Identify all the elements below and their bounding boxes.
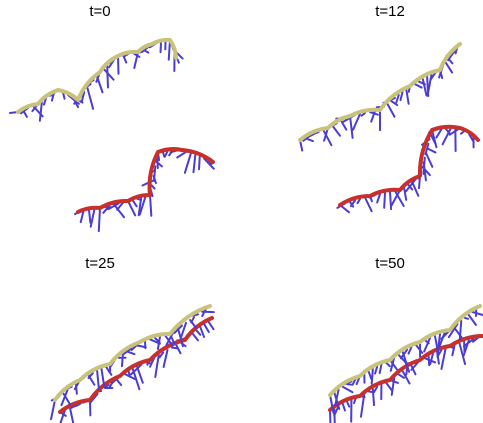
- base-stick: [87, 88, 93, 109]
- base-stick: [122, 355, 123, 367]
- base-stick: [157, 157, 158, 168]
- base-stick: [386, 382, 392, 390]
- base-stick: [70, 408, 73, 423]
- base-stick: [357, 199, 360, 203]
- base-stick: [155, 355, 158, 377]
- base-stick: [423, 158, 424, 174]
- base-stick: [406, 369, 407, 375]
- base-stick: [430, 354, 433, 364]
- base-stick: [414, 84, 421, 88]
- base-stick: [51, 400, 55, 419]
- panel-title: t=50: [375, 255, 405, 272]
- backbone: [340, 127, 478, 205]
- base-stick: [369, 371, 372, 378]
- base-stick: [199, 157, 200, 169]
- base-stick: [441, 348, 445, 369]
- base-stick: [390, 192, 391, 209]
- base-stick: [91, 209, 95, 227]
- base-stick: [429, 356, 430, 365]
- base-stick: [137, 367, 143, 383]
- base-stick: [436, 129, 441, 137]
- base-stick: [426, 153, 432, 167]
- base-stick: [101, 369, 104, 387]
- molecule-renders: [10, 40, 483, 423]
- base-stick: [99, 208, 100, 231]
- base-stick: [177, 152, 186, 158]
- base-stick: [158, 337, 160, 349]
- base-stick: [350, 116, 353, 138]
- base-stick: [380, 365, 382, 373]
- base-stick: [446, 63, 452, 73]
- base-stick: [427, 148, 435, 152]
- base-stick: [197, 331, 201, 335]
- base-stick: [191, 317, 194, 322]
- base-stick: [152, 185, 155, 188]
- base-stick: [193, 155, 195, 172]
- base-stick: [154, 166, 155, 181]
- base-stick: [404, 187, 406, 200]
- base-stick: [208, 321, 213, 329]
- panel-title: t=12: [375, 3, 405, 20]
- base-stick: [399, 374, 404, 378]
- base-stick: [469, 315, 476, 325]
- base-stick: [384, 193, 385, 208]
- base-stick: [89, 210, 90, 223]
- base-stick: [396, 95, 398, 102]
- base-stick: [369, 391, 372, 392]
- page: t=0 t=12 t=25 t=50 (() => { const data =…: [0, 0, 483, 423]
- backbone: [60, 318, 212, 412]
- base-stick: [465, 318, 468, 319]
- base-stick: [347, 402, 349, 407]
- base-stick: [132, 200, 136, 207]
- base-stick: [193, 334, 198, 341]
- base-stick: [423, 79, 427, 95]
- backbone: [330, 306, 480, 395]
- base-stick: [107, 66, 108, 88]
- base-stick: [185, 153, 191, 172]
- base-stick: [97, 371, 99, 389]
- base-stick: [416, 345, 423, 353]
- base-stick: [377, 194, 380, 202]
- base-stick: [372, 369, 373, 384]
- base-stick: [388, 104, 395, 117]
- base-stick: [150, 195, 151, 216]
- figure: t=0 t=12 t=25 t=50: [0, 0, 483, 423]
- panel-title: t=0: [89, 3, 110, 20]
- backbone: [78, 149, 213, 212]
- base-stick: [400, 92, 402, 100]
- base-stick: [375, 367, 377, 374]
- backbone: [18, 40, 176, 112]
- panel-title: t=25: [85, 255, 115, 272]
- base-stick: [172, 348, 177, 349]
- base-stick: [164, 350, 168, 367]
- base-stick: [473, 312, 483, 315]
- base-stick: [165, 151, 168, 156]
- base-stick: [343, 387, 353, 392]
- base-stick: [332, 126, 340, 136]
- base-stick: [204, 324, 209, 332]
- base-stick: [362, 113, 365, 116]
- base-stick: [343, 404, 345, 410]
